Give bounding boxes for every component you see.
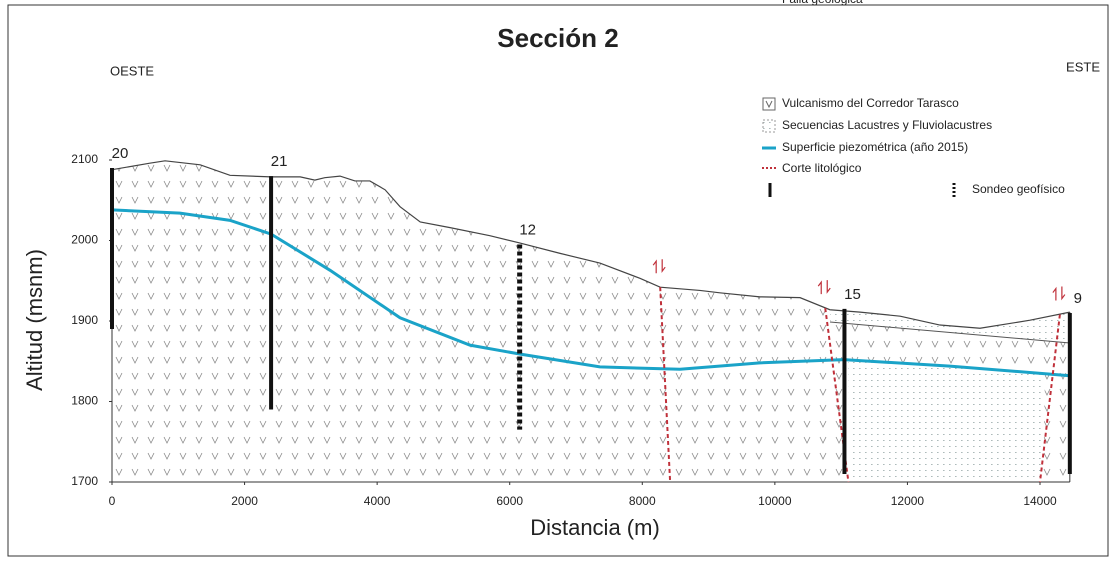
x-tick-label: 4000 <box>364 494 391 508</box>
fault-arrow <box>653 259 665 273</box>
chart-title: Sección 2 <box>497 23 618 53</box>
y-tick-label: 2000 <box>71 233 98 247</box>
legend-label: Falla geológica <box>782 0 863 6</box>
x-tick-label: 6000 <box>496 494 523 508</box>
x-tick-label: 14000 <box>1023 494 1057 508</box>
west-label: OESTE <box>110 63 154 78</box>
x-tick-label: 12000 <box>891 494 925 508</box>
legend-label: Corte litológico <box>782 161 862 175</box>
well-label: 9 <box>1074 290 1082 307</box>
y-tick-label: 1800 <box>71 394 98 408</box>
y-tick-label: 1700 <box>71 474 98 488</box>
lacustrine-fill <box>848 360 1045 482</box>
fault-arrow <box>1053 287 1065 301</box>
chart: Sección 2 OESTE ESTE Distancia (m) Altit… <box>0 0 1115 563</box>
well-label: 12 <box>519 221 536 238</box>
x-tick-label: 8000 <box>629 494 656 508</box>
y-axis-label: Altitud (msnm) <box>22 249 47 391</box>
x-axis-label: Distancia (m) <box>530 515 660 540</box>
legend-label: Secuencias Lacustres y Fluviolacustres <box>782 118 992 132</box>
legend-swatch <box>763 120 775 132</box>
page: Sección 2 OESTE ESTE Distancia (m) Altit… <box>0 0 1115 563</box>
well-label: 15 <box>844 286 861 303</box>
x-tick-label: 0 <box>109 494 116 508</box>
legend-label: Sondeo geofísico <box>972 182 1065 196</box>
well-label: 20 <box>112 145 129 162</box>
legend-swatch <box>763 98 775 110</box>
fault-arrow <box>818 280 830 294</box>
y-tick-label: 2100 <box>71 152 98 166</box>
y-tick-label: 1900 <box>71 313 98 327</box>
x-tick-label: 10000 <box>758 494 792 508</box>
east-label: ESTE <box>1066 59 1100 74</box>
legend-label: Vulcanismo del Corredor Tarasco <box>782 96 959 110</box>
well-label: 21 <box>271 153 288 170</box>
legend-label: Superficie piezométrica (año 2015) <box>782 140 968 154</box>
x-tick-label: 2000 <box>231 494 258 508</box>
